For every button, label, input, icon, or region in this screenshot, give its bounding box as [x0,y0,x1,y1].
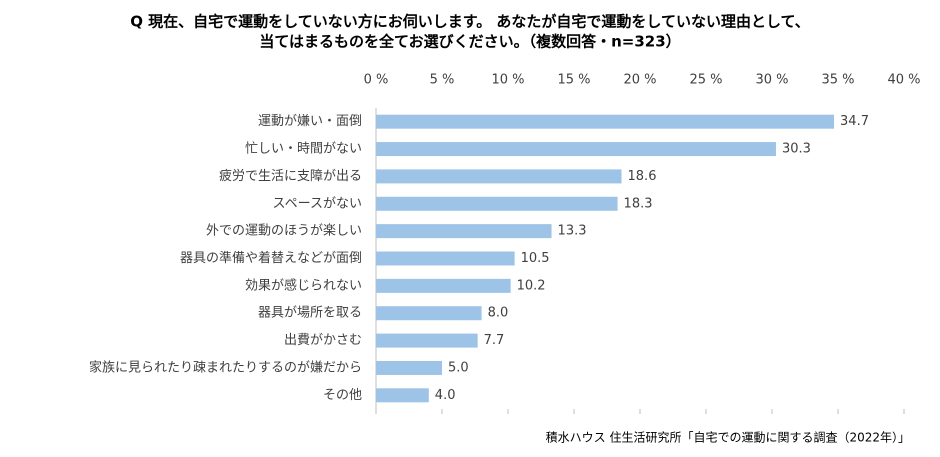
chart-title: Q 現在、自宅で運動をしていない方にお伺いします。 あなたが自宅で運動をしていな… [130,13,810,31]
bar [376,333,478,348]
y-tick-label: その他 [323,388,362,403]
x-tick-label: 10 % [491,73,524,88]
y-tick-label: 器具の準備や着替えなどが面倒 [180,250,362,266]
x-tick-label: 25 % [689,73,722,88]
x-tick-label: 40 % [887,73,920,88]
y-tick-label: 器具が場所を取る [258,306,362,321]
bar [376,251,515,266]
data-label: 18.3 [624,196,653,211]
y-tick-label: 疲労で生活に支障が出る [219,168,362,184]
bar [376,278,511,293]
bar [376,360,442,375]
data-label: 8.0 [488,306,509,321]
x-tick-label: 5 % [430,73,455,88]
x-tick-label: 15 % [557,73,590,88]
data-label: 10.5 [521,251,550,266]
data-label: 30.3 [782,142,811,157]
y-tick-label: 効果が感じられない [245,277,362,293]
y-tick-label: 出費がかさむ [284,333,362,348]
x-tick-label: 30 % [755,73,788,88]
bar [376,224,552,239]
data-label: 18.6 [628,169,657,184]
y-tick-label: 外での運動のほうが楽しい [206,223,362,239]
data-label: 4.0 [435,388,456,403]
bar [376,114,835,129]
x-tick-label: 0 % [364,73,389,88]
chart-title: 当てはまるものを全てお選びください。（複数回答・n=323） [259,33,680,51]
y-tick-label: スペースがない [273,196,362,211]
bar [376,388,429,403]
source: 積水ハウス 住生活研究所「自宅での運動に関する調査（2022年）」 [546,430,910,445]
bar [376,306,482,321]
y-tick-label: 忙しい・時間がない [245,142,362,157]
data-label: 5.0 [448,360,469,375]
data-label: 10.2 [517,278,546,293]
x-tick-label: 35 % [821,73,854,88]
data-label: 7.7 [484,333,505,348]
x-tick-label: 20 % [623,73,656,88]
y-tick-label: 運動が嫌い・面倒 [258,114,362,129]
bar [376,169,622,184]
y-tick-label: 家族に見られたり疎まれたりするのが嫌だから [89,359,362,375]
data-label: 13.3 [558,224,587,239]
data-label: 34.7 [840,114,869,129]
bar [376,196,618,211]
bar [376,142,776,157]
